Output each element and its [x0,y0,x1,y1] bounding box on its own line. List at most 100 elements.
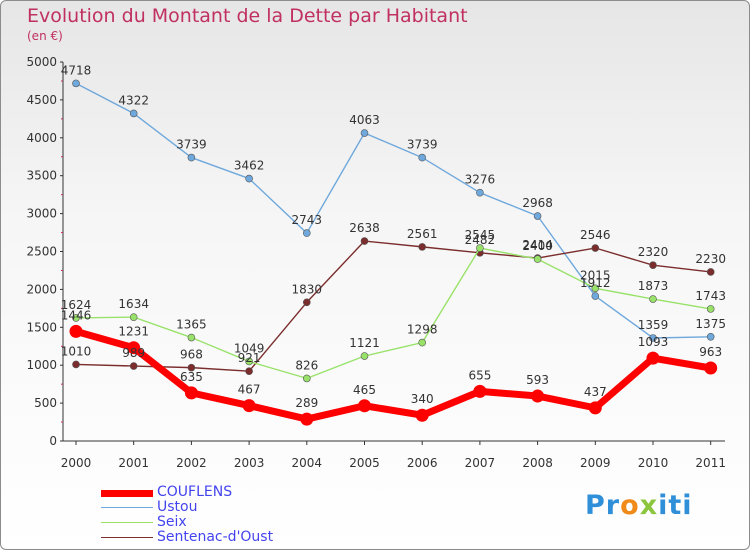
y-tick-label: 1500 [26,320,57,334]
x-tick-label: 2005 [349,456,380,470]
legend-item: Seix [101,514,321,530]
data-label: 2320 [638,245,669,259]
data-point [531,389,545,403]
y-tick-label: 3000 [26,207,57,221]
data-point [302,374,311,383]
legend-item: COUFLENS [101,484,321,500]
data-label: 921 [238,351,261,365]
data-point [69,324,83,338]
y-tick-label: 1000 [26,358,57,372]
series-labels: 4718 4322 3739 3462 2743 4063 3739 3276 2968 1912… [61,63,726,410]
legend-item: Ustou [101,499,321,515]
x-tick-label: 2000 [61,456,92,470]
legend-item: Sentenac-d'Oust [101,529,321,545]
data-label: 465 [353,383,376,397]
data-point [245,174,253,183]
data-label: 1298 [407,323,438,337]
data-point [473,384,487,398]
x-tick-label: 2008 [522,456,553,470]
y-tick-label: 500 [34,396,57,410]
data-label: 1375 [695,317,726,331]
y-tick-label: 0 [49,434,57,448]
data-point [129,313,138,321]
data-label: 1049 [234,341,265,355]
x-tick-label: 2007 [465,456,496,470]
data-point [72,79,80,88]
series-line [75,82,711,339]
data-label: 2545 [465,228,496,242]
data-point [245,357,253,366]
data-label: 2546 [580,228,611,242]
data-label: 989 [122,346,145,360]
data-label: 289 [295,396,318,410]
series-line [75,328,712,423]
data-point [302,229,311,237]
data-label: 2561 [407,227,438,241]
data-point [706,305,715,313]
legend-swatch [101,522,153,524]
legend-label: Ustou [157,499,198,515]
data-point [127,341,141,355]
data-label: 437 [584,385,607,399]
data-label: 968 [180,348,203,362]
y-tick-label: 2500 [26,245,57,259]
data-point [706,268,715,276]
data-point [533,212,542,220]
data-point [649,295,657,303]
data-label: 1093 [638,335,669,349]
data-label: 635 [180,370,203,384]
data-label: 593 [526,373,549,387]
data-label: 1912 [580,276,611,290]
data-label: 1365 [176,318,207,332]
x-tick-label: 2003 [234,456,265,470]
data-label: 2743 [292,213,323,227]
data-label: 655 [468,368,491,382]
data-label: 963 [699,345,722,359]
data-point [129,109,138,118]
logo-letter: o [620,490,640,521]
data-point [706,332,715,341]
y-tick-label: 3500 [26,169,57,183]
chart-axes: 0 500 1000 1500 2000 2500 3000 3500 4000 4500 5000… [26,55,726,470]
y-tick-label: 4000 [26,131,57,145]
data-point [533,255,542,263]
data-label: 1830 [292,282,323,296]
legend-swatch [101,537,153,539]
data-label: 3276 [465,173,496,187]
data-label: 2015 [580,268,611,282]
data-point [245,367,253,375]
data-label: 2414 [522,238,553,252]
data-label: 3462 [234,159,265,173]
data-label: 2482 [465,233,496,247]
data-point [300,412,314,426]
legend-label: COUFLENS [157,484,233,500]
data-label: 4063 [349,113,380,127]
x-tick-label: 2009 [580,456,611,470]
data-point [591,284,600,293]
data-point [418,153,427,162]
data-point [358,399,371,413]
logo-letter: P [585,490,606,521]
data-point [646,351,660,365]
data-label: 4322 [118,93,149,107]
data-point [187,333,196,342]
y-tick-label: 4500 [26,93,57,107]
data-label: 3739 [407,138,438,152]
y-tick-label: 2000 [26,282,57,296]
data-label: 1873 [638,279,669,293]
x-tick-label: 2010 [638,456,669,470]
chart-subtitle: (en €) [27,29,63,43]
data-point [704,361,718,375]
data-point [187,363,196,372]
data-label: 4718 [61,63,92,77]
data-label: 467 [238,383,261,397]
data-point [129,362,138,370]
data-point [649,261,657,269]
data-point [418,243,427,251]
proxiti-logo: Proxiti [585,490,693,521]
data-label: 1231 [118,325,149,339]
x-tick-label: 2006 [407,456,438,470]
data-point [360,352,369,360]
y-tick-label: 5000 [26,55,57,69]
